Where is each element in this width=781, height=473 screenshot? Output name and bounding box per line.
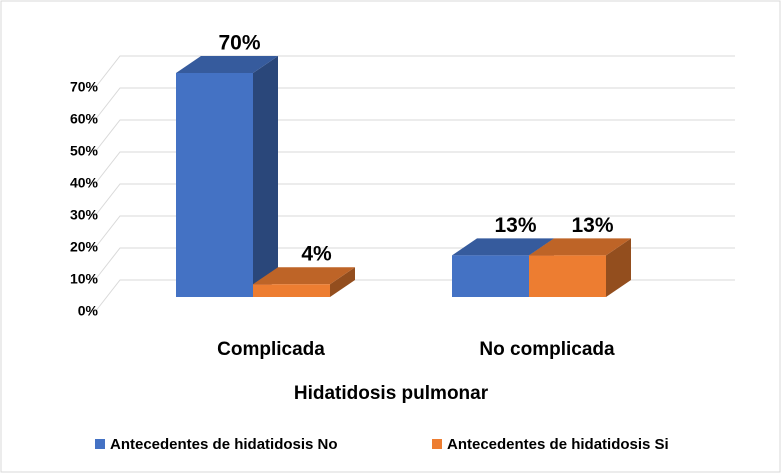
bar-front — [529, 255, 606, 297]
grid-line — [94, 55, 735, 89]
y-tick-label: 30% — [70, 207, 99, 223]
legend-label: Antecedentes de hidatidosis Si — [447, 436, 669, 453]
x-tick-label: Complicada — [217, 339, 325, 360]
bar — [529, 238, 631, 297]
y-tick-label: 10% — [70, 271, 99, 287]
y-tick-label: 20% — [70, 239, 99, 255]
y-tick-label: 0% — [78, 303, 99, 319]
x-tick-label: No complicada — [479, 339, 615, 360]
bar — [253, 267, 355, 297]
grid-line — [94, 151, 735, 185]
grid-line — [94, 119, 735, 153]
x-axis-title: Hidatidosis pulmonar — [294, 383, 489, 404]
legend-swatch — [95, 439, 105, 449]
bar-top — [176, 56, 278, 73]
grid-line — [94, 215, 735, 249]
bar-top — [529, 238, 631, 256]
grid-line — [94, 183, 735, 217]
value-label: 13% — [494, 214, 536, 237]
y-tick-label: 50% — [70, 143, 99, 159]
y-tick-label: 70% — [70, 79, 99, 95]
bar — [176, 56, 278, 297]
value-label: 13% — [571, 214, 613, 237]
y-tick-label: 40% — [70, 175, 99, 191]
y-tick-label: 60% — [70, 111, 99, 127]
bar-front — [253, 284, 330, 297]
bar-side — [606, 238, 631, 297]
legend-swatch — [432, 439, 442, 449]
value-label: 4% — [301, 243, 332, 266]
bar-front — [452, 255, 529, 297]
bar-front — [176, 73, 253, 297]
bar-top — [253, 267, 355, 285]
grid-line — [94, 87, 735, 121]
bar-side — [253, 56, 278, 297]
bar-side — [330, 267, 355, 297]
legend-label: Antecedentes de hidatidosis No — [110, 436, 338, 453]
value-label: 70% — [218, 32, 260, 55]
bar-top — [452, 238, 554, 256]
